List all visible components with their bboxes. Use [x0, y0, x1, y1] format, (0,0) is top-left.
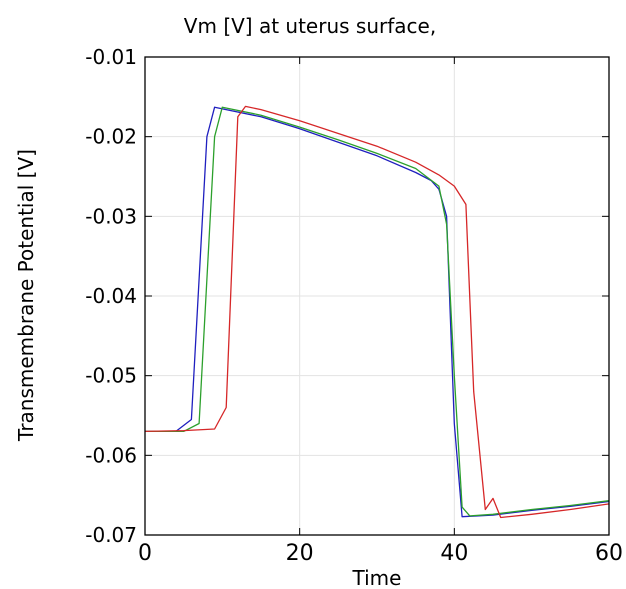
y-tick-label: -0.04: [85, 284, 137, 308]
y-tick-label: -0.06: [85, 443, 137, 467]
series-group: [144, 105, 610, 519]
axis-ticks: 0 20 40 60 -0.01 -0.02 -0.03 -0.04 -0.05 -0.06 -0.…: [85, 45, 623, 566]
chart-title: Vm [V] at uterus surface,: [184, 14, 436, 38]
y-tick-label: -0.01: [85, 45, 137, 69]
grid: [144, 56, 610, 536]
x-axis-label: Time: [352, 566, 402, 589]
x-tick-label: 0: [138, 541, 152, 566]
y-tick-label: -0.02: [85, 125, 137, 149]
y-axis-label: Transmembrane Potential [V]: [14, 149, 38, 442]
y-tick-label: -0.03: [85, 204, 137, 228]
series-line-1: [145, 106, 610, 518]
series-line-3: [144, 105, 610, 519]
x-tick-label: 20: [286, 541, 314, 566]
y-tick-label: -0.07: [85, 523, 137, 547]
x-tick-label: 60: [595, 541, 623, 566]
series-line-2: [145, 106, 610, 517]
x-tick-label: 40: [440, 541, 468, 566]
y-tick-label: -0.05: [85, 364, 137, 388]
